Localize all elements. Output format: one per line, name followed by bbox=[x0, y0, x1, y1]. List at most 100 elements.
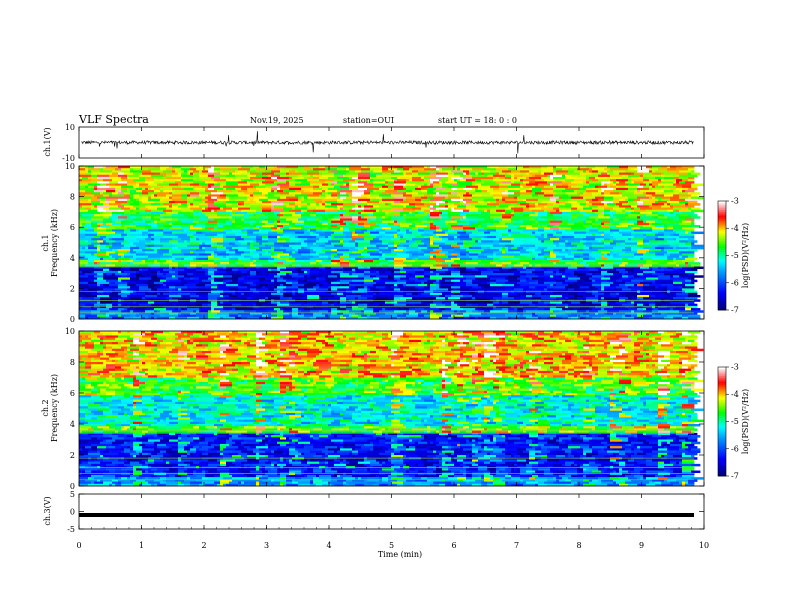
ch1-spec-cell bbox=[622, 196, 626, 200]
ch1-spec-cell bbox=[118, 270, 122, 274]
ch1-spec-cell bbox=[298, 174, 311, 178]
ch1-spec-cell bbox=[532, 264, 536, 267]
ch1-spec-cell bbox=[412, 174, 425, 178]
ch1-spec-cell bbox=[652, 207, 665, 211]
ch1-spec-cell bbox=[418, 172, 431, 176]
ch1-spec-cell bbox=[244, 281, 248, 285]
ch1-spec-cell bbox=[664, 229, 674, 232]
ch1-spec-cell bbox=[232, 214, 245, 217]
ch1-spec-cell bbox=[688, 207, 692, 211]
ch1-spec-cell bbox=[691, 275, 704, 278]
ch1-spec-cell bbox=[637, 222, 650, 226]
ch1-spec-cell bbox=[115, 190, 119, 193]
ch1-spec-cell bbox=[451, 170, 464, 173]
ch1-spec-cell bbox=[322, 198, 329, 202]
ch1-spec-cell bbox=[166, 279, 170, 283]
ch1-spec-cell bbox=[364, 238, 374, 241]
ch1-spec-cell bbox=[649, 168, 659, 171]
ch1-spec-cell bbox=[238, 279, 251, 283]
ch1-spec-cell bbox=[529, 284, 536, 287]
ch1-spec-cell bbox=[490, 233, 503, 237]
ch1-spec-cell bbox=[343, 231, 353, 235]
ch1-spec-cell bbox=[100, 198, 107, 202]
ch1-spec-cell bbox=[172, 231, 185, 235]
ch1-spec-cell bbox=[649, 294, 656, 298]
ch1-spec-cell bbox=[652, 203, 659, 206]
ch1-spec-cell bbox=[154, 200, 167, 204]
ch1-spec-cell bbox=[631, 179, 641, 182]
ch1-spec-cell bbox=[472, 181, 485, 184]
ch1-spec-cell bbox=[103, 192, 113, 195]
ch1-spec-cell bbox=[214, 227, 218, 230]
ch1-spec-cell bbox=[163, 209, 173, 213]
ch1-spec-cell bbox=[520, 203, 530, 206]
ch1-spec-cell bbox=[175, 288, 179, 291]
ch1-spec-cell bbox=[325, 231, 335, 235]
ch1-spec-cell bbox=[325, 259, 332, 263]
ch1-spec-cell bbox=[535, 270, 545, 274]
ch1-spec-cell bbox=[226, 179, 239, 182]
ch1-spec-cell bbox=[400, 222, 413, 226]
ch1-spec-cell bbox=[403, 233, 410, 237]
ch1-spec-cell bbox=[304, 240, 317, 243]
ch1-spec-cell bbox=[265, 281, 275, 285]
ch1-spec-cell bbox=[616, 203, 623, 206]
ch1-spec-cell bbox=[337, 246, 344, 250]
ch1-spec-cell bbox=[238, 257, 248, 261]
ch1-spec-cell bbox=[154, 281, 164, 285]
ch1-spec-cell bbox=[256, 259, 269, 263]
ch1-spec-cell bbox=[691, 240, 698, 243]
ch1-spec-cell bbox=[256, 200, 263, 204]
ch1-spec-cell bbox=[370, 179, 374, 182]
ch1-spec-cell bbox=[157, 288, 167, 291]
ch1-spec-cell bbox=[256, 211, 263, 215]
ch1-spec-cell bbox=[169, 290, 173, 294]
ch1-spec-cell bbox=[688, 225, 701, 228]
ch1-spec-cell bbox=[649, 251, 656, 254]
ch1-spec-cell bbox=[151, 270, 158, 274]
ch1-spec-cell bbox=[448, 238, 455, 241]
ch1-spec-cell bbox=[214, 262, 221, 265]
ch1-spec-cell bbox=[169, 200, 176, 204]
ch1-spec-cell bbox=[373, 284, 380, 287]
ch1-spec-cell bbox=[277, 277, 284, 280]
ch1-spec-cell bbox=[220, 194, 227, 197]
ch1-spec-cell bbox=[79, 196, 92, 200]
ch1-spec-cell bbox=[328, 198, 338, 202]
ch1-spec-cell bbox=[85, 190, 95, 193]
ch1-spec-cell bbox=[88, 183, 101, 186]
ch1-spec-cell bbox=[400, 225, 410, 228]
ch1-spec-cell bbox=[544, 281, 557, 285]
ch1-spec-cell bbox=[205, 233, 218, 237]
ch1-spec-cell bbox=[310, 270, 320, 274]
ch1-spec-cell bbox=[91, 218, 104, 221]
ch1-spec-cell bbox=[571, 242, 584, 245]
ch1-spec-cell bbox=[514, 205, 527, 208]
ch1-spec-cell bbox=[481, 273, 494, 276]
ch1-spec-cell bbox=[517, 246, 524, 250]
ch1-spec-cell bbox=[622, 194, 635, 197]
ch1-spec-cell bbox=[538, 227, 545, 230]
ch1-spec-cell bbox=[316, 187, 323, 191]
ch1-spec-cell bbox=[91, 200, 101, 204]
ch1-spec-cell bbox=[490, 209, 497, 213]
ch1-spec-cell bbox=[223, 238, 236, 241]
ch1-spec-cell bbox=[226, 246, 233, 250]
ch1-spec-cell bbox=[508, 279, 521, 283]
ch1-spec-cell bbox=[607, 257, 617, 261]
ch1-spec-cell bbox=[136, 284, 149, 287]
ch1-spec-cell bbox=[556, 231, 563, 235]
ch1-spec-cell bbox=[166, 194, 173, 197]
ch1-spec-cell bbox=[241, 185, 254, 189]
ch1-spec-cell bbox=[361, 209, 365, 213]
ch1-spec-cell bbox=[286, 179, 296, 182]
ch1-spec-cell bbox=[103, 216, 110, 219]
ch1-spec-cell bbox=[430, 214, 440, 217]
ch1-spec-cell bbox=[112, 170, 122, 173]
ch1-spec-cell bbox=[187, 288, 197, 291]
ch1-spec-cell bbox=[508, 190, 521, 193]
ch1-spec-cell bbox=[370, 253, 374, 256]
ch1-spec-cell bbox=[97, 205, 110, 208]
ch1-spec-cell bbox=[97, 240, 104, 243]
ch1-spec-cell bbox=[121, 246, 131, 250]
